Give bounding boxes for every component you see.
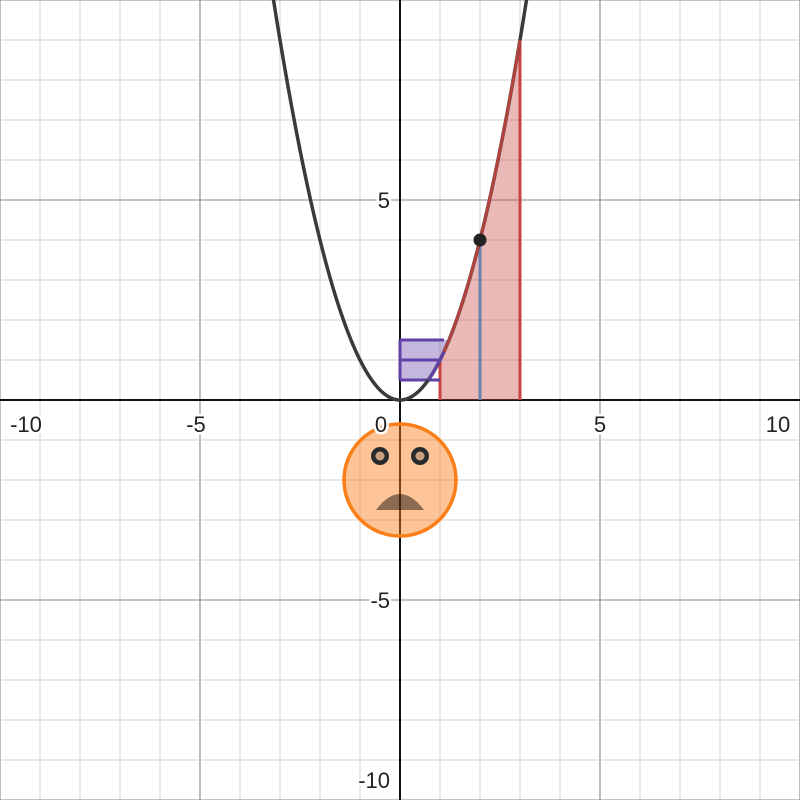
x-tick-label-10: 10 <box>766 412 790 437</box>
curve-purple-highlight <box>427 350 446 381</box>
face-eye-inner <box>415 451 425 461</box>
x-tick-label-neg5: -5 <box>186 412 206 437</box>
marked-point <box>473 233 487 247</box>
face-circle <box>342 422 458 538</box>
face-group <box>342 422 458 538</box>
face-eye-inner <box>375 451 385 461</box>
tick-labels: -10 -5 5 10 0 5 -5 -10 <box>8 186 793 796</box>
segments-group <box>398 240 482 400</box>
y-tick-label-neg10: -10 <box>358 768 390 793</box>
x-tick-label-5: 5 <box>594 412 606 437</box>
y-tick-label-neg5: -5 <box>370 588 390 613</box>
curve-group <box>271 0 529 402</box>
origin-label: 0 <box>375 412 387 437</box>
face-mouth <box>376 494 424 510</box>
y-tick-label-5: 5 <box>378 188 390 213</box>
x-tick-label-neg10: -10 <box>10 412 42 437</box>
